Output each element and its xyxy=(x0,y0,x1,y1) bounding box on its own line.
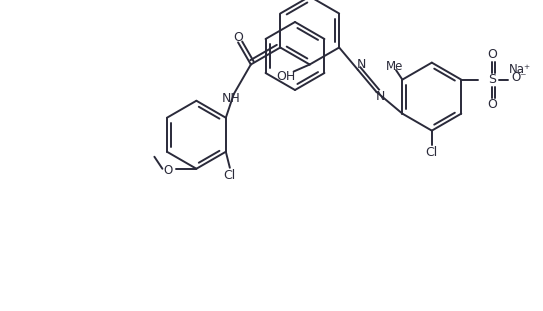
Text: Cl: Cl xyxy=(426,146,438,159)
Text: S: S xyxy=(488,73,496,86)
Text: O: O xyxy=(487,48,497,61)
Text: O: O xyxy=(487,98,497,111)
Text: O⁻: O⁻ xyxy=(511,71,527,84)
Text: Na⁺: Na⁺ xyxy=(509,63,531,76)
Text: O: O xyxy=(164,164,173,177)
Text: N: N xyxy=(376,90,385,103)
Text: O: O xyxy=(233,31,243,44)
Text: OH: OH xyxy=(276,70,295,83)
Text: NH: NH xyxy=(222,92,240,105)
Text: Me: Me xyxy=(386,60,403,73)
Text: Cl: Cl xyxy=(224,169,236,182)
Text: N: N xyxy=(357,58,367,71)
